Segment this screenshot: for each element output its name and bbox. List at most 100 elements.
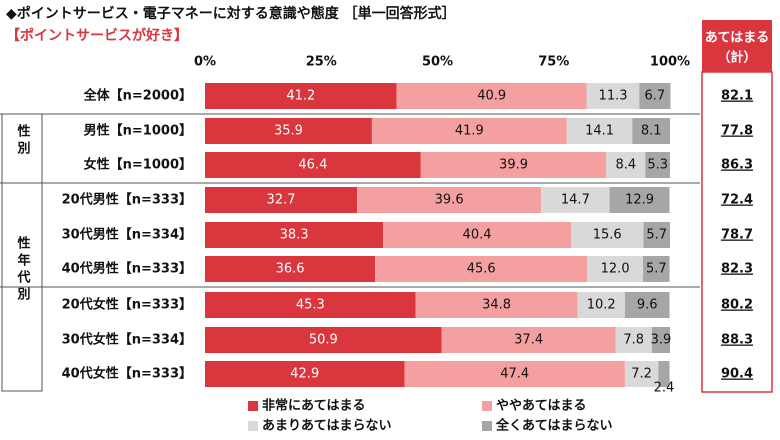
value-label: 41.2	[286, 89, 315, 104]
value-label: 32.7	[267, 193, 296, 208]
value-label: 50.9	[309, 333, 338, 348]
bar-segment	[577, 292, 625, 318]
totals-header-box	[702, 20, 772, 72]
total-label: 78.7	[721, 228, 753, 243]
value-label: 7.8	[623, 333, 644, 348]
total-label: 72.4	[721, 193, 753, 208]
legend-swatch	[248, 421, 258, 431]
bar-segment	[371, 118, 567, 144]
value-label: 3.9	[651, 333, 672, 348]
bar-segment	[570, 222, 644, 248]
value-label: 15.6	[593, 228, 622, 243]
x-tick-label: 0%	[194, 55, 216, 70]
chart-subtitle: 【ポイントサービスが好き】	[6, 27, 188, 44]
bar-segment	[587, 256, 644, 282]
legend-label: 非常にあてはまる	[262, 398, 365, 414]
totals-header: （計）	[717, 50, 756, 66]
bar-segment	[609, 187, 670, 213]
bar-segment	[615, 327, 652, 353]
bar-segment	[205, 222, 384, 248]
value-label: 42.9	[290, 367, 319, 382]
value-label: 40.9	[477, 89, 506, 104]
value-label: 8.4	[615, 158, 636, 173]
total-label: 88.3	[721, 333, 753, 348]
category-label: 40代女性【n=333】	[62, 366, 192, 382]
legend-swatch	[482, 401, 492, 411]
bar-segment	[205, 361, 405, 387]
total-label: 77.8	[721, 124, 753, 139]
bar-segment	[566, 118, 633, 144]
bar-segment	[606, 152, 646, 178]
bar-segment	[205, 187, 358, 213]
value-label: 47.4	[500, 367, 529, 382]
value-label: 5.7	[646, 262, 667, 277]
bar-segment	[396, 83, 587, 109]
total-label: 86.3	[721, 158, 753, 173]
bar-segment	[639, 83, 671, 109]
value-label: 34.8	[482, 298, 511, 313]
x-tick-label: 25%	[306, 55, 337, 70]
value-label: 12.0	[601, 262, 630, 277]
value-label: 7.2	[631, 367, 652, 382]
bar-segment	[404, 361, 625, 387]
bar-segment	[645, 152, 670, 178]
total-label: 80.2	[721, 298, 753, 313]
value-label: 5.3	[647, 158, 668, 173]
legend-label: あまりあてはまらない	[262, 419, 391, 434]
value-label: 14.7	[561, 193, 590, 208]
category-label: 20代男性【n=333】	[62, 192, 192, 208]
x-tick-label: 100%	[650, 55, 690, 70]
value-label: 39.9	[499, 158, 528, 173]
bar-segment	[205, 152, 421, 178]
legend-swatch	[248, 401, 258, 411]
bar-segment	[205, 83, 397, 109]
value-label: 35.9	[274, 124, 303, 139]
value-label: 11.3	[599, 89, 628, 104]
bar-segment	[624, 292, 670, 318]
legend-swatch	[482, 421, 492, 431]
bar-segment	[624, 361, 659, 387]
value-label: 2.4	[654, 381, 675, 396]
chart-title: ◆ポイントサービス・電子マネーに対する意識や態度 ［単一回答形式］	[6, 5, 456, 22]
value-label: 14.1	[585, 124, 614, 139]
total-label: 82.3	[721, 262, 753, 277]
value-label: 9.6	[637, 298, 658, 313]
bar-segment	[375, 256, 588, 282]
value-label: 45.6	[467, 262, 496, 277]
bar-segment	[658, 361, 670, 387]
category-label: 40代男性【n=333】	[62, 261, 192, 277]
total-label: 82.1	[721, 89, 753, 104]
bar-segment	[205, 292, 416, 318]
bar-segment	[383, 222, 571, 248]
group-label: 性別	[15, 123, 32, 158]
value-label: 38.3	[280, 228, 309, 243]
value-label: 46.4	[298, 158, 327, 173]
bar-segment	[357, 187, 542, 213]
category-label: 20代女性【n=333】	[62, 297, 192, 313]
value-label: 8.1	[641, 124, 662, 139]
value-label: 5.7	[646, 228, 667, 243]
bar-segment	[441, 327, 616, 353]
legend-label: 全くあてはまらない	[495, 418, 612, 434]
category-label: 30代女性【n=334】	[62, 332, 192, 348]
bar-segment	[420, 152, 607, 178]
bar-segment	[643, 256, 670, 282]
value-label: 10.2	[587, 298, 616, 313]
value-label: 36.6	[276, 262, 305, 277]
bar-segment	[643, 222, 670, 248]
category-label: 全体【n=2000】	[83, 88, 192, 104]
value-label: 40.4	[463, 228, 492, 243]
x-tick-label: 75%	[538, 55, 569, 70]
bar-segment	[415, 292, 578, 318]
group-box	[1, 182, 43, 392]
x-tick-label: 50%	[422, 55, 453, 70]
totals-column-box	[701, 71, 773, 393]
category-label: 30代男性【n=334】	[62, 227, 192, 243]
category-label: 男性【n=1000】	[84, 123, 192, 139]
bar-segment	[205, 118, 372, 144]
totals-header: あてはまる	[705, 31, 769, 46]
value-label: 6.7	[645, 89, 666, 104]
value-label: 39.6	[435, 193, 464, 208]
bar-segment	[651, 327, 670, 353]
